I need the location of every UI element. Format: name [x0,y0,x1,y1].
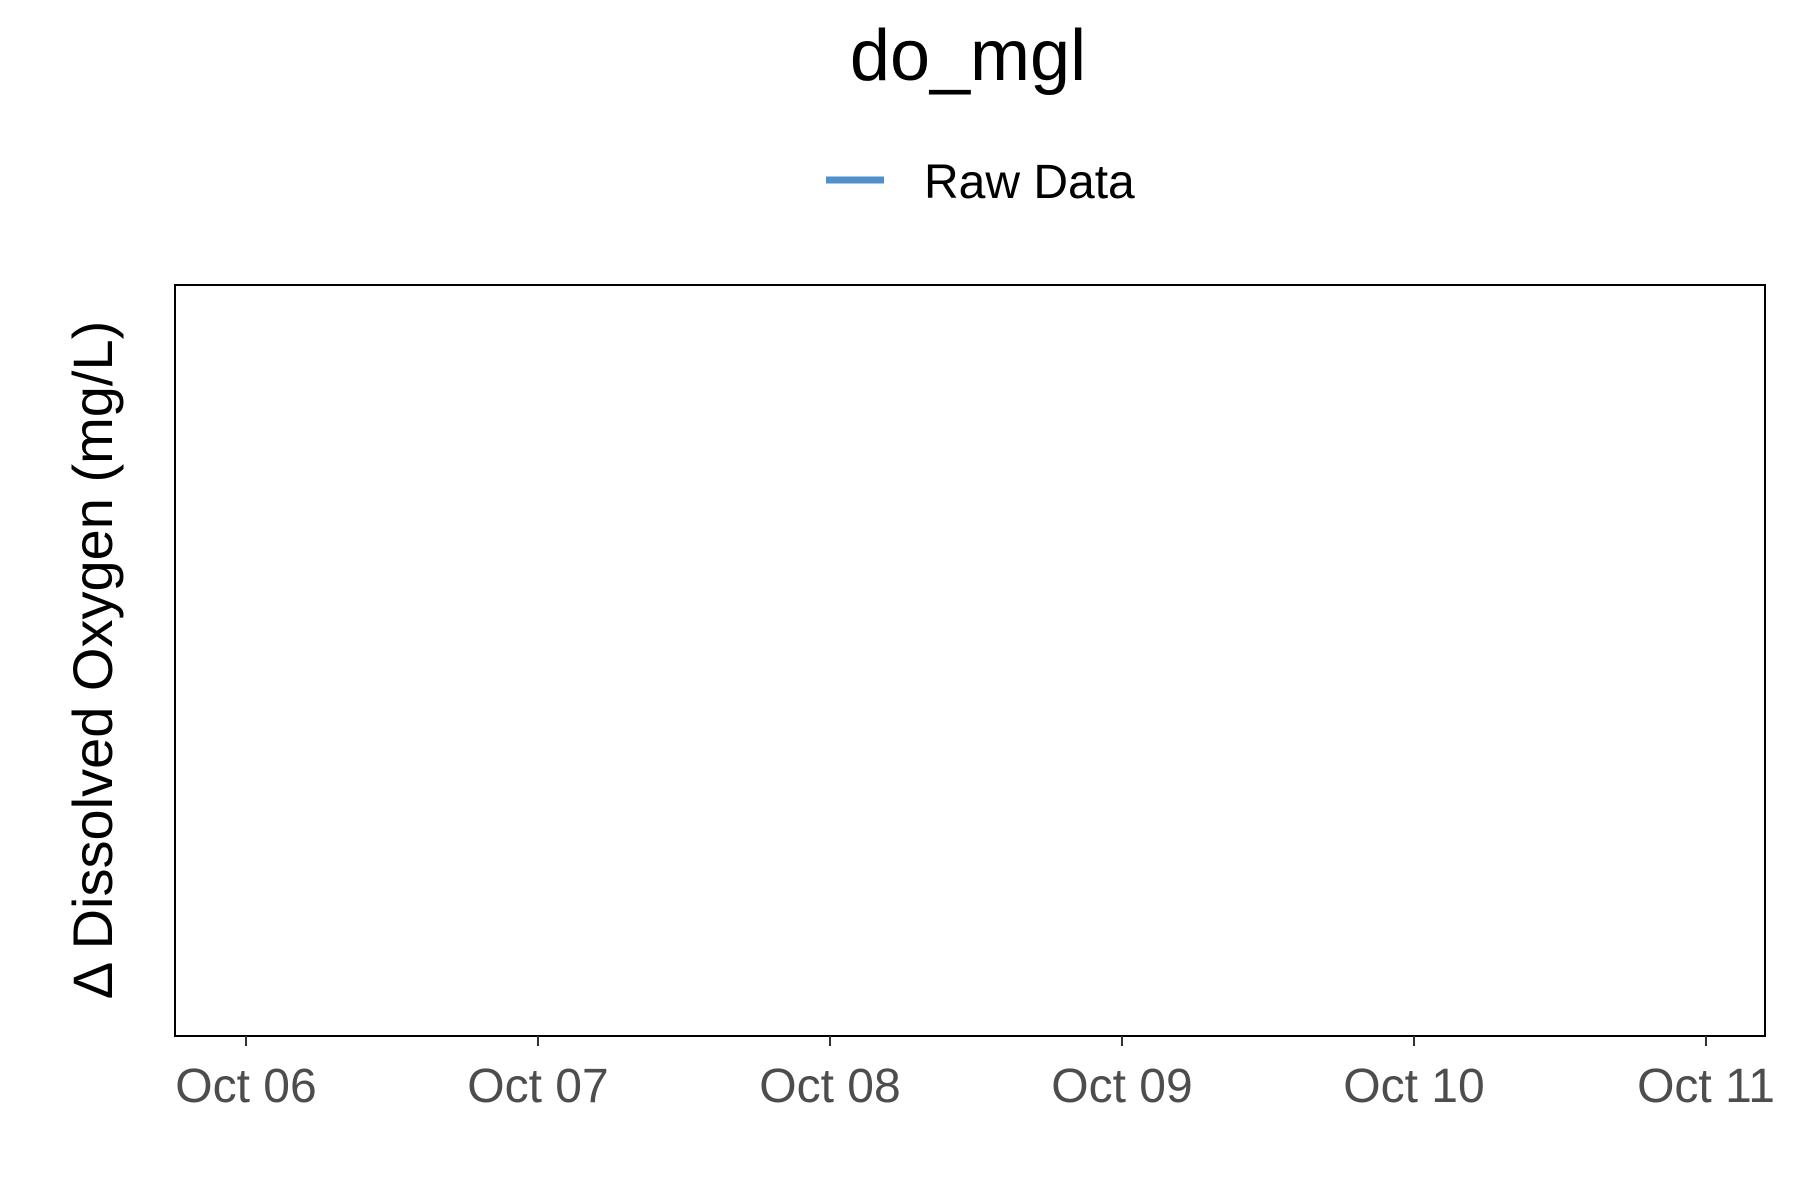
y-axis-label: Δ Dissolved Oxygen (mg/L) [61,321,124,1000]
x-tick-label: Oct 11 [1637,1060,1775,1113]
x-axis: Oct 06 Oct 07 Oct 08 Oct 09 Oct 10 Oct 11 [175,1036,1775,1113]
x-tick-label: Oct 09 [1051,1060,1192,1113]
x-tick-label: Oct 10 [1343,1060,1484,1113]
x-tick-label: Oct 06 [175,1060,316,1113]
x-tick-label: Oct 08 [759,1060,900,1113]
chart-title: do_mgl [850,16,1086,96]
legend: Raw Data [826,156,1135,209]
legend-label-raw-data: Raw Data [924,156,1135,209]
plot-panel [174,284,1766,1037]
x-tick-label: Oct 07 [467,1060,608,1113]
